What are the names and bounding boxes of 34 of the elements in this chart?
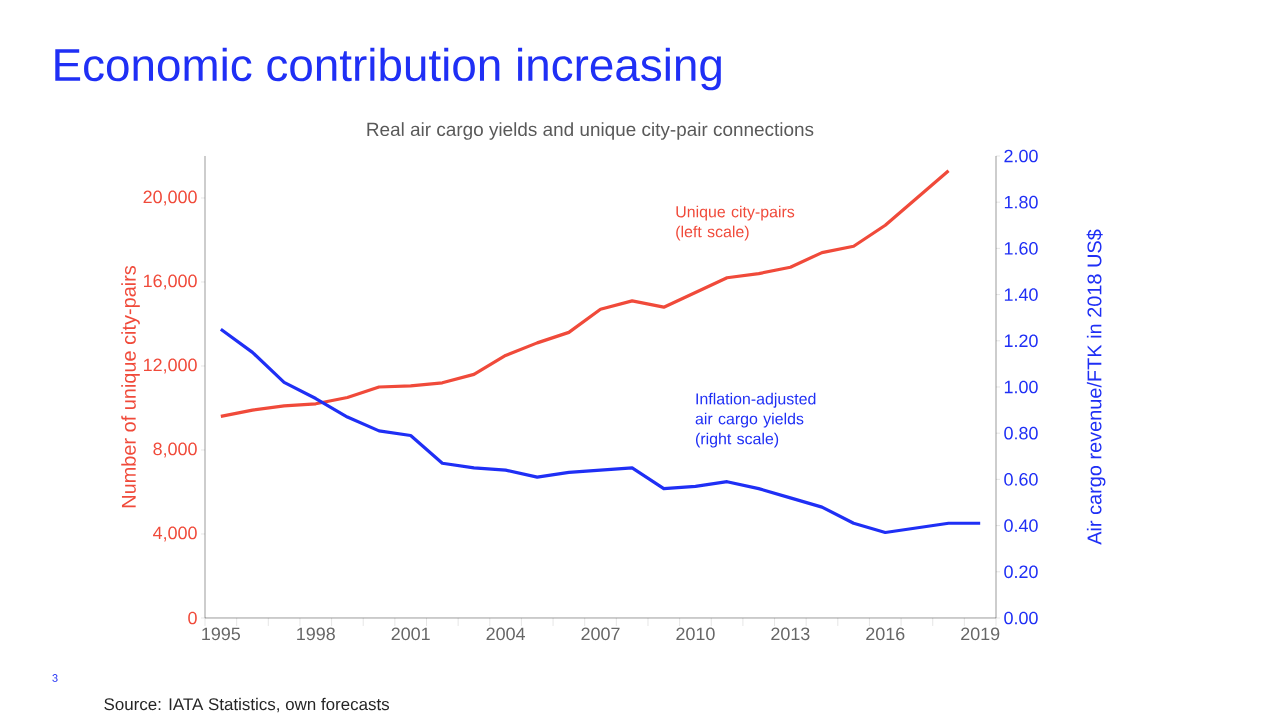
y-tick-label: 8,000 xyxy=(153,442,197,458)
x-tick-label: 2019 xyxy=(961,627,1000,641)
x-tick-label: 2007 xyxy=(581,627,620,641)
x-tick-label: 1998 xyxy=(297,627,335,641)
chart-subtitle: Real air cargo yields and unique city-pair connections xyxy=(367,122,814,140)
x-tick-label: 2013 xyxy=(771,627,810,641)
y2-tick-label: 1.00 xyxy=(1004,380,1038,394)
x-tick-label: 2010 xyxy=(676,627,715,641)
y-tick-label: 4,000 xyxy=(153,526,197,542)
y2-tick-label: 1.20 xyxy=(1004,334,1038,348)
y2-tick-label: 1.60 xyxy=(1004,242,1038,255)
y-tick-label: 16,000 xyxy=(144,274,197,290)
y-tick-label: 0 xyxy=(188,611,197,625)
chart-title: Economic contribution increasing xyxy=(55,47,721,91)
y2-tick-label: 2.00 xyxy=(1004,149,1038,163)
y-tick-label: 12,000 xyxy=(144,358,197,374)
y2-tick-label: 1.40 xyxy=(1004,288,1038,301)
y2-tick-label: 1.80 xyxy=(1004,195,1038,209)
y-axis-title: Number of unique city-pairs xyxy=(121,265,140,508)
y2-tick-label: 0.00 xyxy=(1004,611,1038,625)
y2-tick-label: 0.60 xyxy=(1004,473,1038,486)
x-tick-label: 2001 xyxy=(391,627,430,641)
y2-tick-label: 0.40 xyxy=(1004,519,1038,532)
x-tick-label: 2004 xyxy=(486,627,526,641)
text: Inflation-adjusted air cargo yields (right scale) xyxy=(695,392,816,448)
series-label: Unique city-pairs (left scale) xyxy=(676,205,795,241)
text: 3 xyxy=(52,674,58,682)
x-tick-label: 1995 xyxy=(202,627,241,641)
y-tick-label: 20,000 xyxy=(143,190,197,206)
y2-axis-title: Air cargo revenue/FTK in 2018 US$ xyxy=(1086,229,1106,545)
x-tick-label: 2016 xyxy=(866,627,905,641)
source-note: Source: IATA Statistics, own forecasts xyxy=(104,697,390,713)
y2-tick-label: 0.80 xyxy=(1004,426,1038,440)
y2-tick-label: 0.20 xyxy=(1004,565,1038,579)
